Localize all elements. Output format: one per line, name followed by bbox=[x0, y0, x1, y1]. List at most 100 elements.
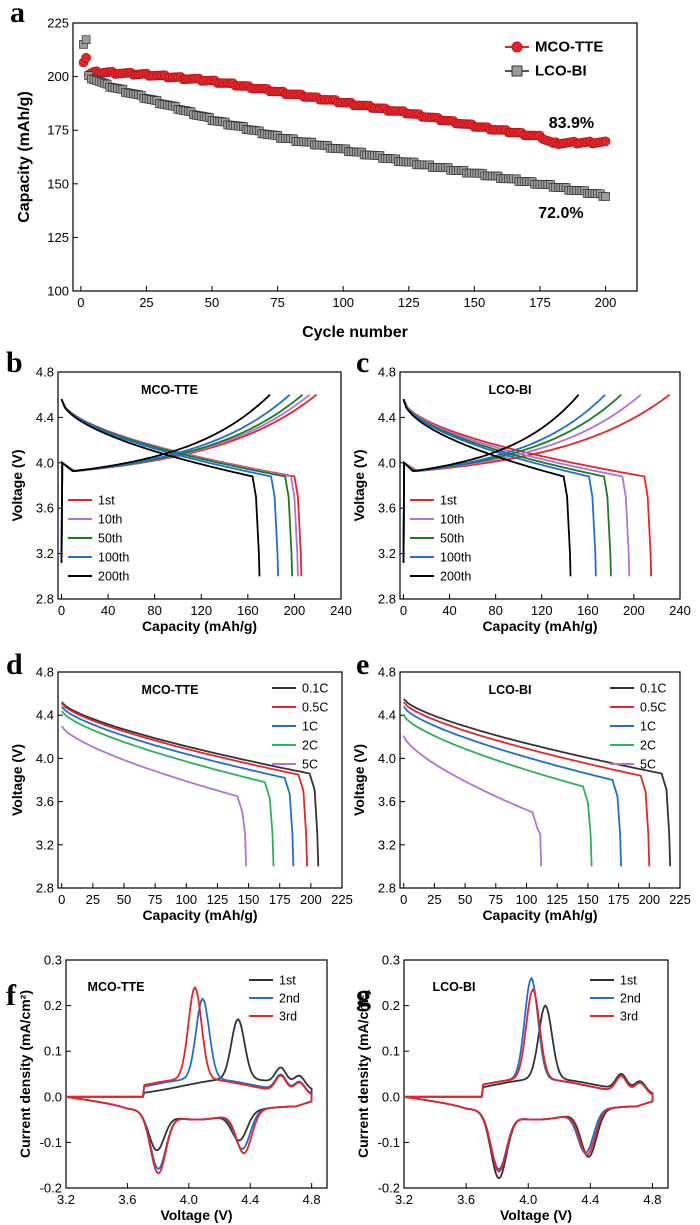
y-tick-label: 4.8 bbox=[378, 365, 396, 380]
panel-letter-a: a bbox=[10, 0, 25, 29]
x-tick-label: 150 bbox=[238, 892, 260, 907]
y-tick-label: 2.8 bbox=[36, 592, 54, 607]
panel-title: LCO-BI bbox=[432, 980, 475, 994]
y-tick-label: 0.3 bbox=[382, 953, 400, 968]
y-tick-label: 3.2 bbox=[378, 546, 396, 561]
legend-label: MCO-TTE bbox=[535, 39, 603, 56]
panel-letter-b: b bbox=[6, 346, 23, 379]
x-tick-label: 175 bbox=[269, 892, 291, 907]
x-tick-label: 120 bbox=[531, 603, 553, 618]
panel-g: g 3.2 3.6 4.0 4.4 4.8 -0.2 -0.1 0.0 0.1 0.2 0.3 Volt… bbox=[355, 953, 669, 1223]
panel-title: MCO-TTE bbox=[142, 683, 199, 697]
y-tick-label: 3.2 bbox=[36, 546, 54, 561]
x-axis-label: Capacity (mAh/g) bbox=[142, 618, 257, 634]
y-tick-label: 175 bbox=[47, 123, 69, 138]
discharge-curve-100th bbox=[60, 398, 279, 577]
annotation: 83.9% bbox=[549, 115, 594, 132]
panel-letter-g: g bbox=[356, 979, 371, 1012]
x-tick-label: 80 bbox=[147, 603, 161, 618]
x-tick-label: 3.2 bbox=[57, 1192, 75, 1207]
x-tick-label: 40 bbox=[101, 603, 115, 618]
legend-label: 5C bbox=[302, 758, 318, 772]
y-tick-label: 2.8 bbox=[378, 592, 396, 607]
x-tick-label: 125 bbox=[546, 892, 568, 907]
rate-curve-2C bbox=[61, 710, 275, 867]
legend-label: 3rd bbox=[279, 1010, 297, 1024]
x-tick-label: 160 bbox=[577, 603, 599, 618]
x-tick-label: 25 bbox=[427, 892, 441, 907]
y-tick-label: -0.2 bbox=[378, 1181, 400, 1196]
plot-frame bbox=[403, 959, 669, 1189]
y-tick-label: 0.2 bbox=[382, 998, 400, 1013]
panel-d: d 0 25 50 75 100 125 150 175 200 225 2.8 3.2 3.6 4.0 4.… bbox=[6, 648, 353, 923]
discharge-curve-10th bbox=[402, 398, 631, 577]
cv-curve-1st bbox=[65, 1018, 313, 1152]
legend-marker bbox=[511, 41, 523, 53]
y-axis-label: Voltage (V) bbox=[351, 449, 367, 521]
data-point bbox=[600, 136, 611, 147]
y-tick-label: -0.1 bbox=[378, 1135, 400, 1150]
y-tick-label: 0.0 bbox=[382, 1089, 400, 1104]
legend-label: 200th bbox=[98, 570, 129, 584]
y-tick-label: 4.4 bbox=[36, 708, 54, 723]
legend-marker bbox=[511, 65, 523, 77]
x-tick-label: 4.8 bbox=[303, 1192, 321, 1207]
data-point bbox=[81, 52, 91, 63]
y-tick-label: 2.8 bbox=[36, 881, 54, 896]
rate-curve-2C bbox=[402, 714, 593, 867]
legend-label: 0.1C bbox=[640, 682, 666, 696]
cv-curve-3rd bbox=[403, 987, 654, 1173]
series-LCO-BI bbox=[79, 35, 610, 201]
rate-curve-1C bbox=[403, 706, 622, 867]
discharge-curve-1st bbox=[402, 398, 653, 577]
x-tick-label: 200 bbox=[595, 295, 617, 310]
y-tick-label: 125 bbox=[47, 230, 69, 245]
x-tick-label: 3.6 bbox=[457, 1192, 475, 1207]
panel-title: MCO-TTE bbox=[141, 383, 198, 397]
cv-curve-3rd bbox=[65, 985, 313, 1175]
y-tick-label: -0.1 bbox=[40, 1135, 62, 1150]
discharge-curve-200th bbox=[402, 398, 572, 577]
x-tick-label: 4.8 bbox=[643, 1192, 661, 1207]
y-tick-label: 0.2 bbox=[44, 998, 62, 1013]
panel-letter-d: d bbox=[6, 648, 23, 681]
y-tick-label: 4.0 bbox=[36, 455, 54, 470]
x-tick-label: 50 bbox=[205, 295, 219, 310]
charge-curve-100th bbox=[60, 394, 291, 563]
x-tick-label: 4.4 bbox=[581, 1192, 599, 1207]
y-tick-label: -0.2 bbox=[40, 1181, 62, 1196]
x-axis-label: Voltage (V) bbox=[500, 1207, 572, 1223]
x-tick-label: 240 bbox=[330, 603, 352, 618]
rate-curve-5C bbox=[60, 725, 247, 867]
y-tick-label: 4.4 bbox=[378, 708, 396, 723]
x-tick-label: 225 bbox=[669, 892, 691, 907]
x-tick-label: 4.0 bbox=[180, 1192, 198, 1207]
y-tick-label: 3.6 bbox=[378, 794, 396, 809]
legend-label: 10th bbox=[98, 513, 122, 527]
legend-label: 1C bbox=[640, 720, 656, 734]
x-tick-label: 200 bbox=[623, 603, 645, 618]
x-tick-label: 100 bbox=[332, 295, 354, 310]
annotation: 72.0% bbox=[538, 205, 583, 222]
x-tick-label: 40 bbox=[442, 603, 456, 618]
legend-label: 2nd bbox=[279, 992, 300, 1006]
data-point bbox=[81, 35, 91, 45]
rate-curve-0.5C bbox=[61, 702, 308, 867]
legend-label: 0.1C bbox=[302, 682, 328, 696]
x-tick-label: 160 bbox=[237, 603, 259, 618]
x-tick-label: 125 bbox=[398, 295, 420, 310]
x-tick-label: 150 bbox=[577, 892, 599, 907]
discharge-curve-200th bbox=[60, 398, 261, 577]
panel-letter-c: c bbox=[356, 346, 369, 379]
x-tick-label: 0 bbox=[77, 295, 84, 310]
y-axis-label: Capacity (mAh/g) bbox=[16, 91, 33, 223]
legend-label: 1st bbox=[620, 974, 637, 988]
x-tick-label: 0 bbox=[400, 892, 407, 907]
plot-frame bbox=[72, 22, 638, 292]
y-axis-label: Current density (mA/cm²) bbox=[355, 990, 371, 1158]
y-tick-label: 4.0 bbox=[378, 455, 396, 470]
y-tick-label: 4.8 bbox=[378, 665, 396, 680]
x-tick-label: 75 bbox=[489, 892, 503, 907]
y-axis-label: Voltage (V) bbox=[9, 449, 25, 521]
